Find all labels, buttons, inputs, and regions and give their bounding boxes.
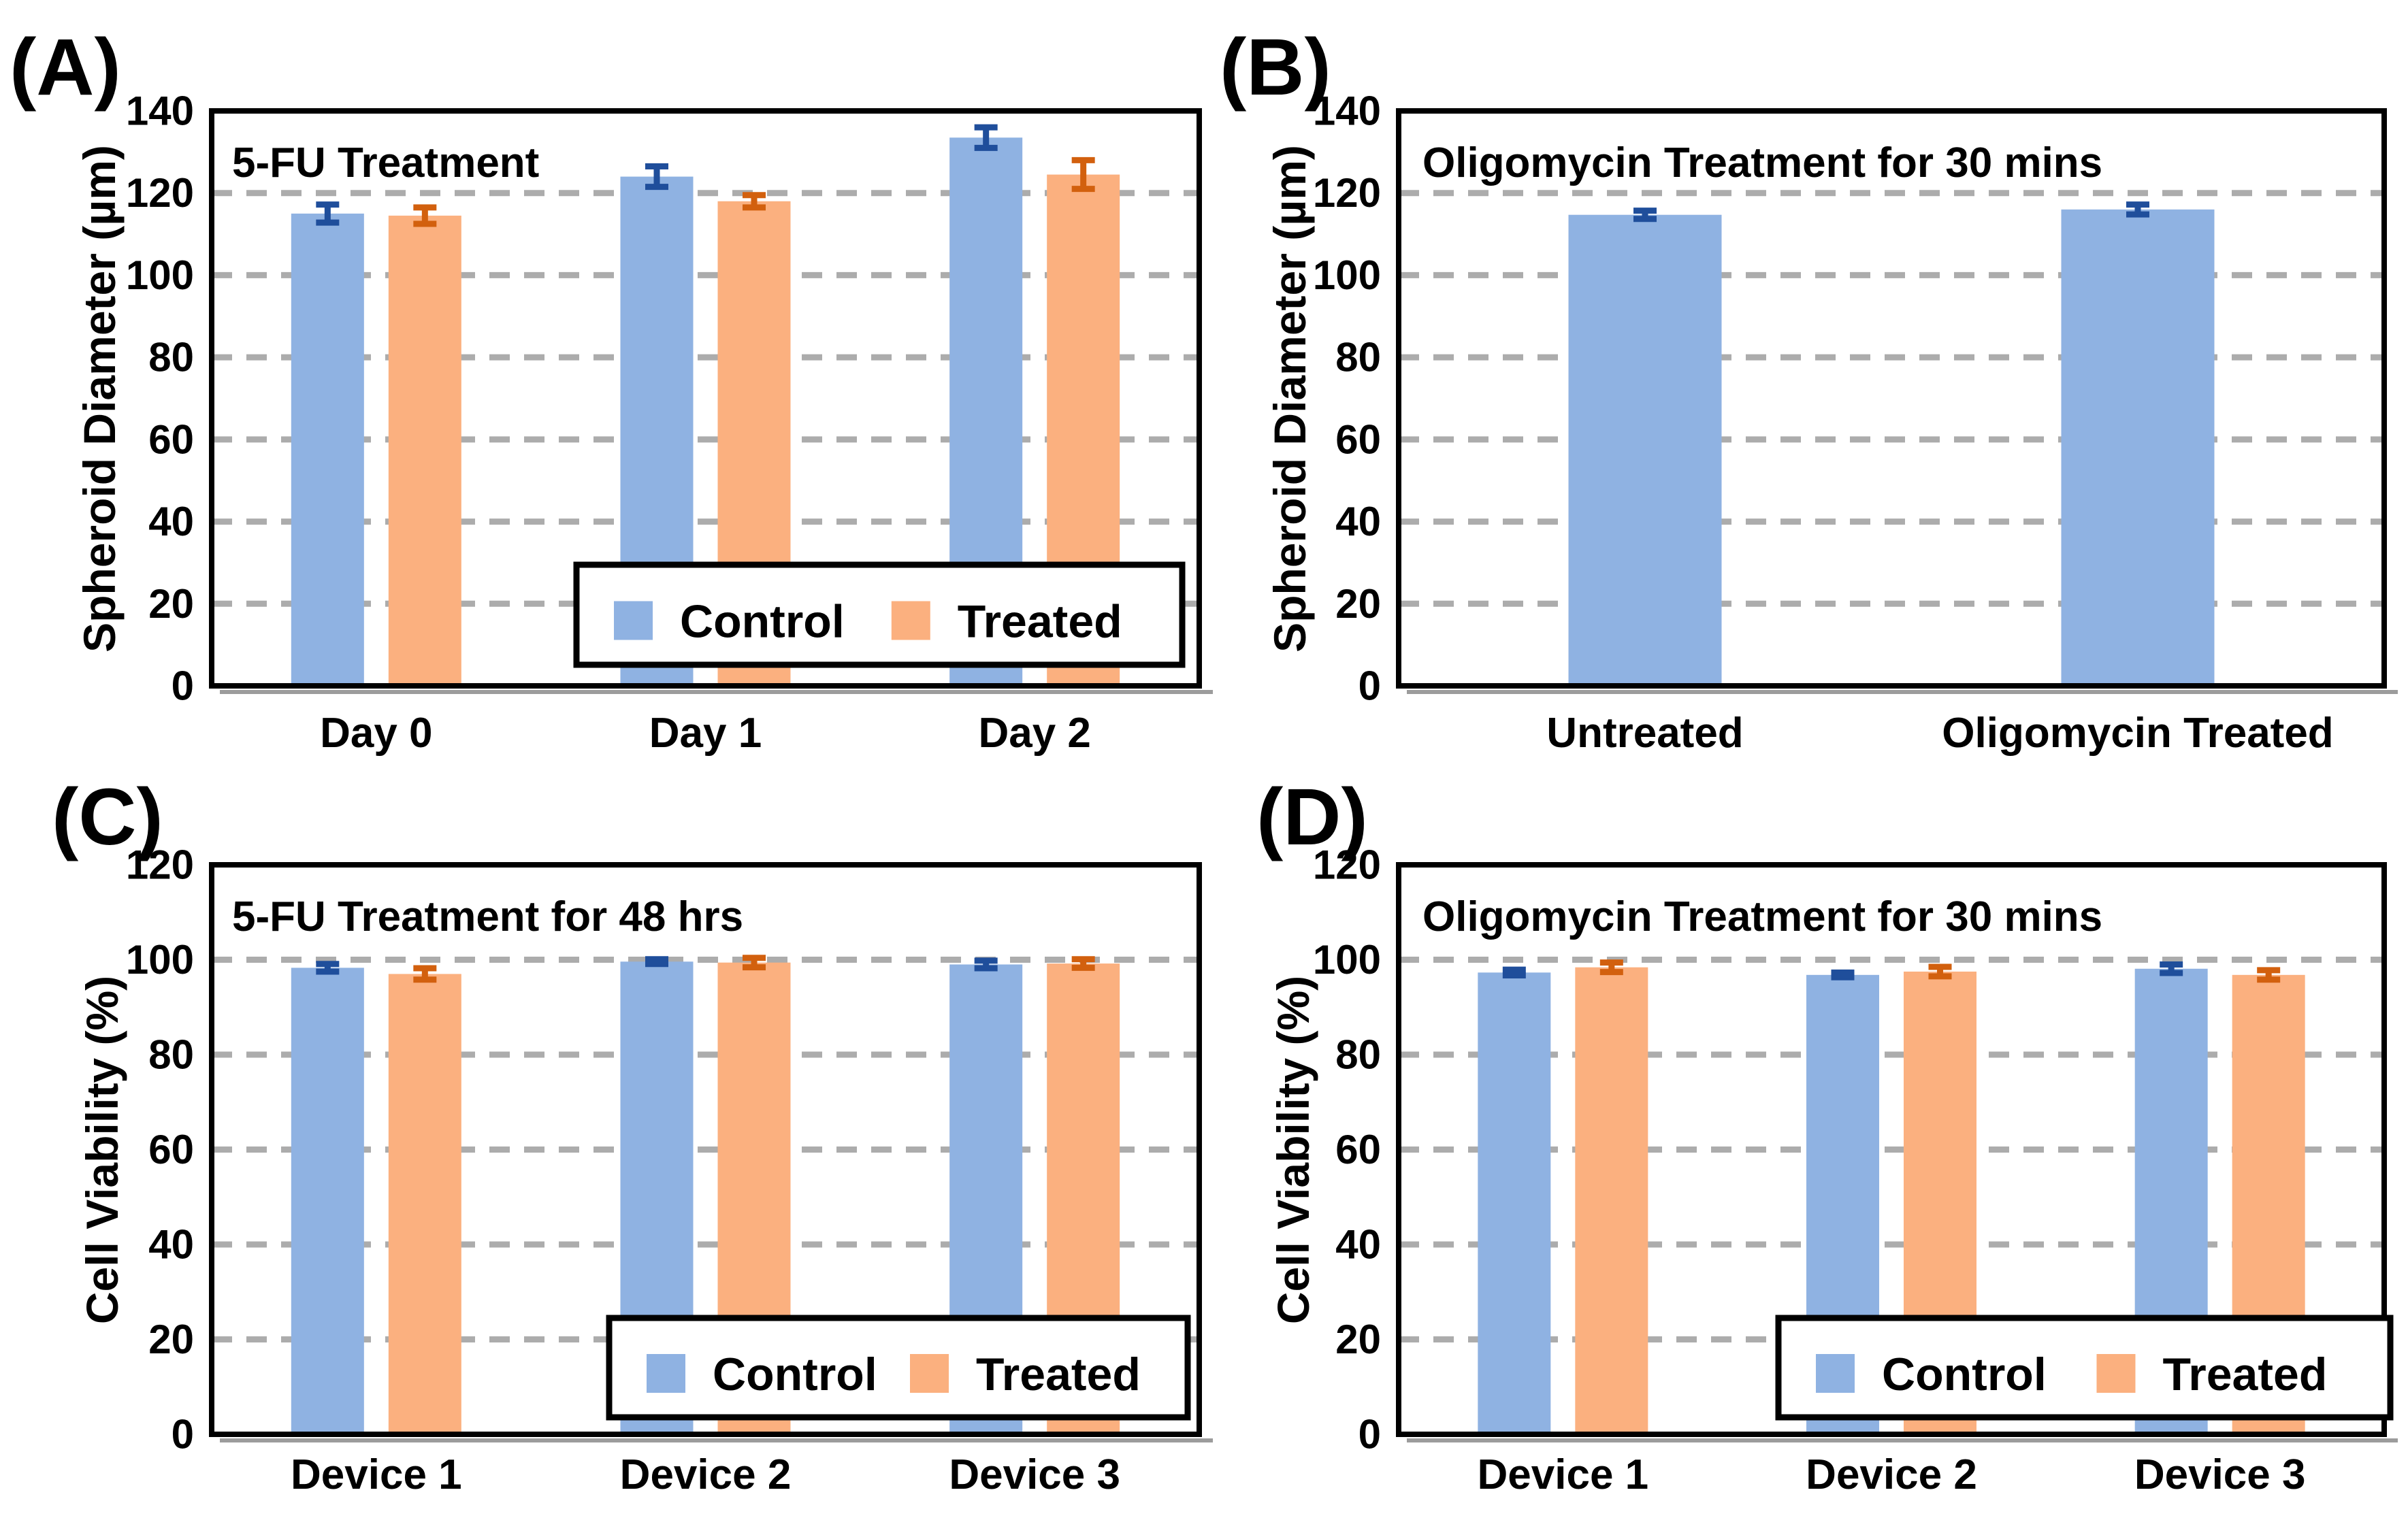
bar-Treated-Device 1 — [1575, 967, 1648, 1434]
x-tick-label: Device 3 — [949, 1451, 1120, 1498]
legend-swatch-control — [647, 1354, 685, 1393]
y-tick-label: 20 — [148, 581, 194, 627]
y-tick-label: 60 — [1335, 1127, 1381, 1172]
panel-chart-b: Untreated Oligomycin Treated 0 20 40 60 80 100 1… — [1313, 88, 2398, 757]
chart-title: Oligomycin Treatment for 30 mins — [1422, 893, 2102, 940]
panel-label-a: (A) — [10, 22, 121, 112]
y-tick-label: 60 — [148, 416, 194, 462]
legend-label-treated: Treated — [2162, 1349, 2327, 1400]
y-tick-label: 120 — [126, 842, 194, 888]
legend-label-control: Control — [1882, 1349, 2047, 1400]
bar-Control-Day 0 — [291, 213, 364, 687]
legend-swatch-control — [614, 601, 653, 640]
y-tick-label: 100 — [126, 937, 194, 983]
x-tick-label: Day 1 — [649, 710, 762, 757]
bar-Control-Device 1 — [1478, 972, 1551, 1434]
bar-series0-Untreated — [1568, 214, 1722, 686]
bar-series0-Oligomycin Treated — [2061, 209, 2215, 686]
plot-border — [1396, 108, 2387, 689]
plot-border — [1396, 862, 2387, 1437]
axis-shadow — [220, 1438, 1213, 1442]
legend-label-control: Control — [713, 1349, 877, 1400]
x-tick-label: Device 3 — [2134, 1451, 2306, 1498]
y-tick-label: 0 — [1358, 663, 1381, 709]
y-tick-label: 0 — [1358, 1412, 1381, 1457]
bar-Control-Device 1 — [291, 968, 364, 1434]
y-tick-label: 100 — [1313, 252, 1381, 298]
x-tick-label: Day 2 — [978, 710, 1090, 757]
legend-box — [573, 561, 1186, 668]
legend-label-treated: Treated — [958, 596, 1122, 648]
panel-label-b: (B) — [1220, 22, 1331, 112]
panel-label-d: (D) — [1256, 772, 1368, 862]
legend-swatch-treated — [891, 601, 930, 640]
y-axis-title-d: Cell Viability (%) — [1268, 975, 1318, 1325]
axis-shadow — [1407, 690, 2398, 694]
bar-Treated-Day 0 — [388, 215, 461, 686]
y-tick-label: 140 — [1313, 88, 1381, 134]
x-tick-label: Device 2 — [1806, 1451, 1977, 1498]
axis-shadow — [1407, 1438, 2398, 1442]
y-tick-label: 100 — [1313, 937, 1381, 983]
plot-border — [209, 862, 1202, 1437]
x-tick-label: Oligomycin Treated — [1942, 710, 2333, 757]
y-tick-label: 100 — [126, 252, 194, 298]
y-tick-label: 80 — [148, 335, 194, 380]
y-axis-title-b: Spheroid Diameter (µm) — [1265, 145, 1315, 653]
y-tick-label: 80 — [1335, 1032, 1381, 1078]
x-tick-label: Device 1 — [1478, 1451, 1649, 1498]
y-axis-title-c: Cell Viability (%) — [77, 975, 127, 1325]
y-tick-label: 40 — [1335, 499, 1381, 544]
chart-title: Oligomycin Treatment for 30 mins — [1422, 139, 2102, 186]
y-tick-label: 40 — [148, 1222, 194, 1268]
panel-chart-a: Day 0 Day 1 Day 2 0 20 40 60 80 100 120 140 5-FU Tr… — [126, 88, 1213, 757]
panel-chart-d: Device 1 Device 2 Device 3 0 20 40 60 80 100 120 O… — [1313, 842, 2398, 1498]
legend-box — [606, 1315, 1191, 1421]
y-tick-label: 60 — [148, 1127, 194, 1172]
y-tick-label: 20 — [1335, 581, 1381, 627]
legend-label-control: Control — [680, 596, 845, 648]
x-tick-label: Untreated — [1546, 710, 1743, 757]
bar-Treated-Device 1 — [388, 974, 461, 1434]
x-tick-label: Day 0 — [320, 710, 432, 757]
y-axis-title-a: Spheroid Diameter (µm) — [74, 145, 125, 653]
y-tick-label: 20 — [1335, 1317, 1381, 1362]
y-tick-label: 120 — [126, 170, 194, 216]
y-tick-label: 40 — [148, 499, 194, 544]
legend-box — [1775, 1315, 2394, 1421]
y-tick-label: 80 — [148, 1032, 194, 1078]
y-tick-label: 120 — [1313, 842, 1381, 888]
y-tick-label: 40 — [1335, 1222, 1381, 1268]
legend: Control Treated — [606, 1315, 1191, 1421]
y-tick-label: 140 — [126, 88, 194, 134]
legend-swatch-treated — [910, 1354, 949, 1393]
chart-title: 5-FU Treatment — [232, 139, 539, 186]
y-tick-label: 60 — [1335, 416, 1381, 462]
panel-chart-c: Device 1 Device 2 Device 3 0 20 40 60 80 100 120 5… — [126, 842, 1213, 1498]
y-tick-label: 0 — [172, 1412, 194, 1457]
panel-label-c: (C) — [52, 772, 163, 862]
x-tick-label: Device 1 — [291, 1451, 462, 1498]
axis-shadow — [220, 690, 1213, 694]
y-tick-label: 20 — [148, 1317, 194, 1362]
x-tick-label: Device 2 — [620, 1451, 792, 1498]
y-tick-label: 120 — [1313, 170, 1381, 216]
legend: Control Treated — [573, 561, 1186, 668]
legend: Control Treated — [1775, 1315, 2394, 1421]
legend-swatch-treated — [2096, 1354, 2136, 1393]
legend-swatch-control — [1816, 1354, 1855, 1393]
legend-label-treated: Treated — [976, 1349, 1141, 1400]
y-tick-label: 0 — [172, 663, 194, 709]
plot-border — [209, 108, 1202, 689]
chart-title: 5-FU Treatment for 48 hrs — [232, 893, 743, 940]
y-tick-label: 80 — [1335, 335, 1381, 380]
